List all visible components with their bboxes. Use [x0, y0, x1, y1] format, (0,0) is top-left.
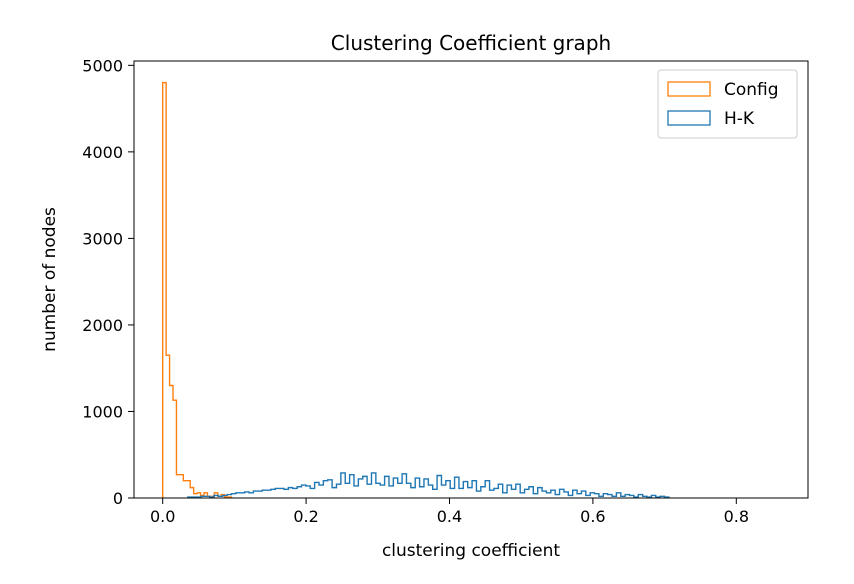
y-tick-label: 1000 [82, 402, 123, 421]
legend-label-h-k: H-K [724, 109, 755, 129]
x-tick-label: 0.0 [150, 507, 175, 526]
legend: Config H-K [657, 69, 798, 139]
y-tick-label: 5000 [82, 56, 123, 75]
y-tick-label: 4000 [82, 143, 123, 162]
x-axis-label: clustering coefficient [382, 541, 560, 561]
y-axis-label: number of nodes [40, 207, 60, 352]
legend-swatch-h-k [667, 110, 711, 126]
legend-box [657, 69, 798, 139]
plot-series [161, 81, 670, 498]
x-tick-label: 0.4 [437, 507, 462, 526]
x-tick-label: 0.8 [724, 507, 749, 526]
y-tick-label: 0 [113, 489, 123, 508]
legend-swatch-config [667, 81, 711, 97]
x-tick-label: 0.2 [293, 507, 318, 526]
y-tick-label: 2000 [82, 316, 123, 335]
x-axis: 0.0 0.2 0.4 0.6 0.8 [150, 498, 749, 526]
histogram-series-h-k [187, 472, 670, 498]
axes-frame [133, 60, 809, 499]
x-tick-label: 0.6 [580, 507, 605, 526]
y-tick-label: 3000 [82, 229, 123, 248]
y-axis: 0 1000 2000 3000 4000 5000 [82, 56, 134, 508]
legend-label-config: Config [724, 80, 779, 100]
chart-title: Clustering Coefficient graph [331, 31, 611, 55]
